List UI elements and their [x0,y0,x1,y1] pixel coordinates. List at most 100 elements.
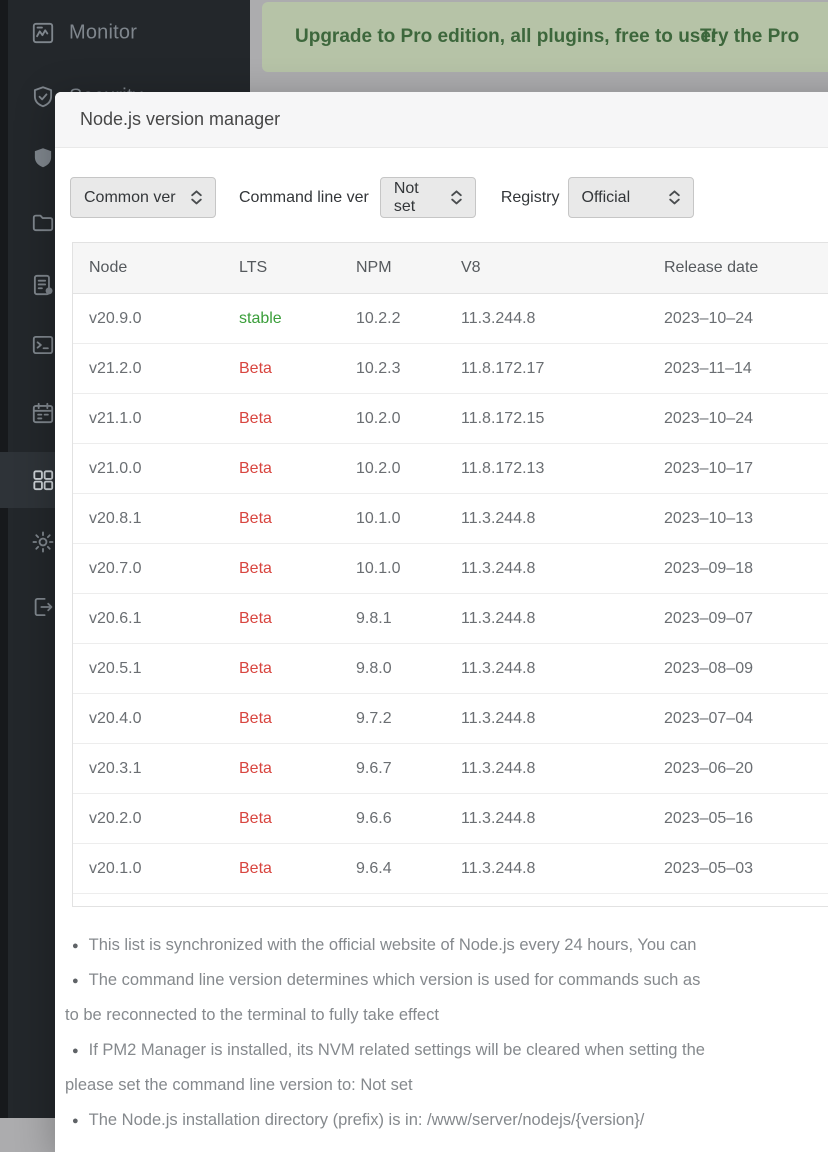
table-row: v20.9.0 stable 10.2.2 11.3.244.8 2023–10–24 [73,294,828,344]
cell-node: v20.7.0 [89,559,142,577]
shield-solid-icon [30,145,56,171]
common-version-select[interactable]: Common ver [70,177,216,218]
cell-lts: Beta [239,509,272,527]
sidebar-item-terminal[interactable] [0,319,250,371]
chevron-updown-icon [450,190,463,205]
sidebar-item-settings[interactable] [0,516,250,568]
table-row: v21.1.0 Beta 10.2.0 11.8.172.15 2023–10–24 [73,394,828,444]
cell-node: v21.2.0 [89,359,142,377]
logs-icon [30,272,56,298]
cell-release-date: 2023–11–14 [664,359,752,377]
cell-v8: 11.3.244.8 [461,659,536,677]
filter-controls: Common ver Command line ver Not set Regi… [70,177,828,218]
upgrade-banner-message: Upgrade to Pro edition, all plugins, fre… [295,26,718,47]
cli-version-select[interactable]: Not set [379,177,476,218]
logout-icon [30,594,56,620]
gear-icon [30,529,56,555]
sidebar-item-monitor[interactable]: Monitor [0,7,250,59]
notes-list: ● This list is synchronized with the offi… [65,935,828,1131]
note-line: ● If PM2 Manager is installed, its NVM re… [65,1040,828,1061]
modal-title: Node.js version manager [80,109,281,129]
cell-lts: Beta [239,659,272,677]
cell-lts: Beta [239,709,272,727]
bullet-dot: ● [72,939,79,952]
upgrade-banner: Upgrade to Pro edition, all plugins, fre… [262,2,828,72]
registry-select[interactable]: Official [567,177,694,218]
cell-node: v20.6.1 [89,609,142,627]
note-text: please set the command line version to: … [65,1076,413,1094]
cell-lts: Beta [239,809,272,827]
table-row: v20.2.0 Beta 9.6.6 11.3.244.8 2023–05–16 [73,794,828,844]
note-line: ● The command line version determines whi… [65,970,828,991]
cell-v8: 11.3.244.8 [461,759,536,777]
note-line: ● This list is synchronized with the offi… [65,935,828,956]
cell-npm: 10.1.0 [356,509,401,527]
note-text: If PM2 Manager is installed, its NVM rel… [88,1041,705,1059]
table-row: v20.1.0 Beta 9.6.4 11.3.244.8 2023–05–03 [73,844,828,894]
modal-header: Node.js version manager [55,92,828,148]
cell-v8: 11.3.244.8 [461,709,536,727]
app-grid-icon [30,467,56,493]
cli-version-label: Command line ver [239,188,369,206]
cell-lts: Beta [239,409,272,427]
cell-lts: stable [239,309,282,327]
cell-lts: Beta [239,759,272,777]
cell-v8: 11.3.244.8 [461,809,536,827]
cli-version-select-value: Not set [393,179,419,215]
terminal-icon [30,332,56,358]
cell-node: v20.9.0 [89,309,142,327]
cell-npm: 9.6.4 [356,859,392,877]
note-text: to be reconnected to the terminal to ful… [65,1006,439,1024]
cell-npm: 9.8.1 [356,609,392,627]
sidebar-item-files[interactable] [0,197,250,249]
cell-release-date: 2023–10–13 [664,509,753,527]
folder-icon [30,210,56,236]
nodejs-version-manager-modal: Node.js version manager Common ver Comma… [55,92,828,1152]
bullet-dot: ● [72,974,79,987]
cell-node: v20.5.1 [89,659,142,677]
cell-release-date: 2023–06–20 [664,759,753,777]
table-row: v20.7.0 Beta 10.1.0 11.3.244.8 2023–09–18 [73,544,828,594]
table-row: v21.2.0 Beta 10.2.3 11.8.172.17 2023–11–14 [73,344,828,394]
cell-npm: 10.2.0 [356,459,401,477]
cell-v8: 11.8.172.15 [461,409,545,427]
column-header-release-date: Release date [664,259,759,276]
cell-node: v20.4.0 [89,709,142,727]
sidebar-item-logs[interactable] [0,259,250,311]
note-line: please set the command line version to: … [65,1075,828,1096]
sidebar-item-logout[interactable] [0,581,250,633]
sidebar-item-cron[interactable] [0,387,250,439]
cell-release-date: 2023–07–04 [664,709,753,727]
registry-select-value: Official [581,188,631,206]
sidebar-item-label: Monitor [69,21,138,44]
table-row: v20.6.1 Beta 9.8.1 11.3.244.8 2023–09–07 [73,594,828,644]
table-row: v20.4.0 Beta 9.7.2 11.3.244.8 2023–07–04 [73,694,828,744]
sidebar-edge [0,0,8,1118]
chevron-updown-icon [668,190,681,205]
column-header-node: Node [89,259,128,276]
cell-v8: 11.3.244.8 [461,309,536,327]
cell-node: v20.8.1 [89,509,142,527]
chevron-updown-icon [190,190,203,205]
monitor-icon [30,20,56,46]
bullet-dot: ● [72,1114,79,1127]
note-text: This list is synchronized with the offic… [88,936,697,954]
cell-npm: 10.2.3 [356,359,401,377]
try-pro-link[interactable]: Try the Pro [700,26,800,47]
cell-node: v20.3.1 [89,759,142,777]
cell-v8: 11.8.172.17 [461,359,545,377]
cell-release-date: 2023–09–18 [664,559,753,577]
cell-lts: Beta [239,459,272,477]
calendar-icon [30,400,56,426]
cell-npm: 10.2.2 [356,309,401,327]
note-text: The Node.js installation directory (pref… [88,1111,645,1129]
note-line: to be reconnected to the terminal to ful… [65,1005,828,1026]
table-row-clipped [73,894,828,907]
table-header-row: Node LTS NPM V8 Release date [73,243,828,294]
sidebar-item-waf[interactable] [0,132,250,184]
cell-npm: 9.6.7 [356,759,392,777]
cell-npm: 10.2.0 [356,409,401,427]
bullet-dot: ● [72,1044,79,1057]
cell-release-date: 2023–08–09 [664,659,753,677]
cell-npm: 9.8.0 [356,659,392,677]
